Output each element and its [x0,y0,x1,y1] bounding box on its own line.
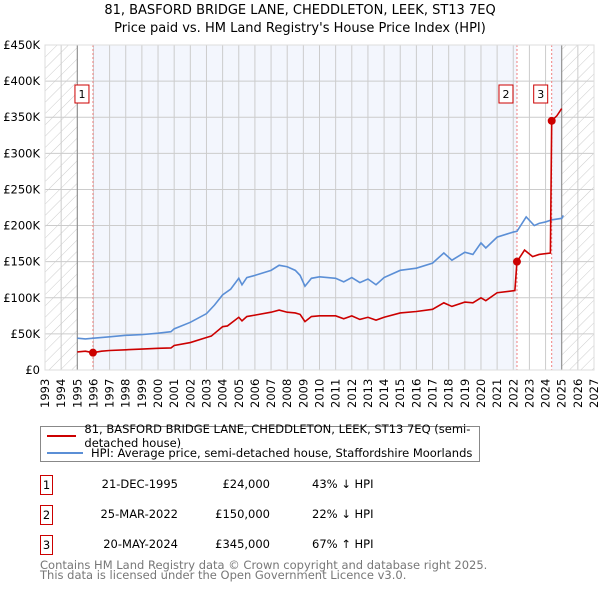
sale-date: 21-DEC-1995 [101,477,178,491]
x-tick-label: 2021 [490,379,504,408]
sale-point [88,348,97,357]
sale-row: 1 21-DEC-1995 £24,000 43% ↓ HPI [40,475,440,495]
y-tick-label: £100K [3,291,40,305]
sale-price: £24,000 [222,477,270,491]
sale-row: 3 20-MAY-2024 £345,000 67% ↑ HPI [40,535,440,555]
x-tick-label: 1998 [119,379,133,408]
x-tick-label: 2003 [199,379,213,408]
sale-date: 20-MAY-2024 [103,537,178,551]
sale-label-box [533,84,549,104]
footer-line: This data is licensed under the Open Gov… [40,568,407,582]
y-tick-label: £400K [3,74,40,88]
x-tick-label: 2002 [183,379,197,408]
x-tick-label: 1993 [38,379,52,408]
title-line-2: Price paid vs. HM Land Registry's House … [114,21,486,36]
x-tick-label: 2005 [232,379,246,408]
x-tick-label: 2017 [426,379,440,408]
shaded-period [551,45,562,370]
legend-swatch-blue [47,452,83,454]
footer: Contains HM Land Registry data © Crown c… [40,558,488,582]
y-tick-label: £350K [3,110,40,124]
title-line-1: 81, BASFORD BRIDGE LANE, CHEDDLETON, LEE… [104,3,496,18]
x-tick-label: 2006 [248,379,262,408]
x-tick-label: 2007 [264,379,278,408]
x-tick-label: 2012 [345,379,359,408]
x-tick-label: 2011 [329,379,343,408]
legend: 81, BASFORD BRIDGE LANE, CHEDDLETON, LEE… [40,422,480,462]
x-tick-label: 1996 [86,379,100,408]
sale-label: 1 [78,88,85,101]
y-tick-label: £150K [3,255,40,269]
x-tick-label: 2025 [555,379,569,408]
x-tick-label: 2024 [539,379,553,408]
legend-item-property: 81, BASFORD BRIDGE LANE, CHEDDLETON, LEE… [47,422,479,450]
sale-hpi: 43% ↓ HPI [312,477,374,491]
x-tick-label: 2015 [393,379,407,408]
x-tick-label: 2023 [522,379,536,408]
x-tick-label: 2001 [167,379,181,408]
sale-label-box [498,84,514,104]
x-tick-label: 2004 [216,379,230,408]
x-tick-label: 1999 [135,379,149,408]
x-tick-label: 1997 [103,379,117,408]
sale-hpi: 22% ↓ HPI [312,507,374,521]
sale-hpi: 67% ↑ HPI [312,537,374,551]
y-tick-label: £300K [3,146,40,160]
shaded-period [92,45,517,370]
x-tick-label: 2014 [377,379,391,408]
sale-label: 2 [502,88,509,101]
plot-frame [44,44,595,371]
sale-number: 3 [40,535,53,555]
x-tick-label: 1994 [54,379,68,408]
x-tick-label: 1995 [70,379,84,408]
footer-line: Contains HM Land Registry data © Crown c… [40,558,488,572]
x-tick-label: 2013 [361,379,375,408]
sale-number: 1 [40,475,53,495]
legend-swatch-red [47,435,77,437]
x-tick-label: 2008 [280,379,294,408]
y-tick-label: £50K [11,327,41,341]
y-tick-label: £200K [3,219,40,233]
legend-label: HPI: Average price, semi-detached house,… [91,446,473,460]
x-tick-label: 2020 [474,379,488,408]
sale-point [547,116,556,125]
x-tick-label: 2027 [587,379,600,408]
legend-item-hpi: HPI: Average price, semi-detached house,… [47,445,472,461]
sale-label-box [74,84,90,104]
chart-svg: 1993 1994 1995 1996 1997 1998 1999 2000 2001 2002… [3,38,600,408]
sale-price: £150,000 [215,507,270,521]
sale-number: 2 [40,505,53,525]
x-tick-label: 2019 [458,379,472,408]
chart-title: 81, BASFORD BRIDGE LANE, CHEDDLETON, LEE… [0,2,600,38]
y-tick-label: £450K [3,38,40,52]
legend-label: 81, BASFORD BRIDGE LANE, CHEDDLETON, LEE… [84,422,471,450]
x-tick-label: 2000 [151,379,165,408]
x-tick-label: 2016 [409,379,423,408]
y-tick-label: £250K [3,182,40,196]
x-tick-label: 2022 [506,379,520,408]
x-tick-label: 2010 [313,379,327,408]
hpi-line [77,215,565,340]
x-tick-label: 2009 [296,379,310,408]
sale-point [512,257,521,266]
x-tick-label: 2018 [442,379,456,408]
y-tick-label: £0 [25,363,40,377]
price-paid-line [77,108,563,354]
sale-date: 25-MAR-2022 [100,507,178,521]
sale-label: 3 [537,88,544,101]
sale-row: 2 25-MAR-2022 £150,000 22% ↓ HPI [40,505,440,525]
x-tick-label: 2026 [571,379,585,408]
sale-price: £345,000 [215,537,270,551]
